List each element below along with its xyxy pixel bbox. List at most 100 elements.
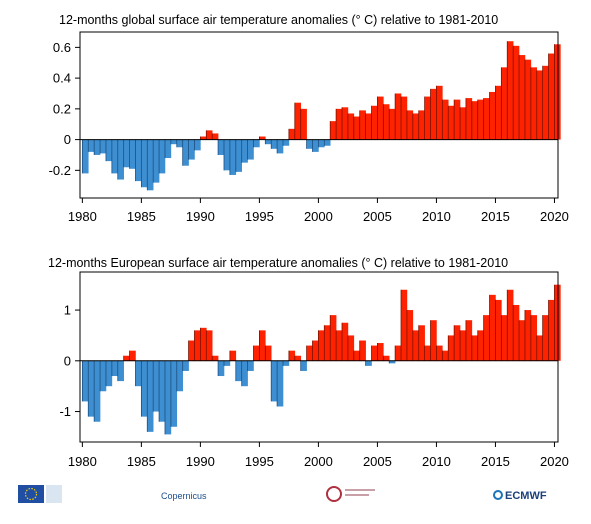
global-anomaly-bar bbox=[548, 53, 555, 140]
european-anomaly-bars bbox=[80, 284, 561, 435]
global-anomaly-bar bbox=[318, 139, 325, 148]
global-x-tick-label: 1985 bbox=[127, 209, 156, 224]
global-anomaly-bar bbox=[412, 113, 420, 140]
global-anomaly-bar bbox=[418, 110, 425, 140]
european-anomaly-bar bbox=[495, 299, 502, 361]
global-anomaly-bar bbox=[324, 139, 331, 146]
global-anomaly-bar bbox=[448, 105, 455, 140]
global-anomaly-bar bbox=[200, 136, 207, 140]
global-anomaly-bar bbox=[519, 55, 526, 140]
ecmwf-logo: ECMWF bbox=[493, 490, 547, 502]
global-anomaly-chart: 12-months global surface air temperature… bbox=[49, 13, 569, 224]
european-anomaly-bar bbox=[489, 294, 496, 361]
global-anomaly-bar bbox=[82, 139, 89, 174]
global-anomaly-bar bbox=[218, 139, 225, 155]
european-anomaly-bar bbox=[283, 360, 290, 366]
global-anomaly-bar bbox=[147, 139, 154, 191]
global-x-tick-label: 1995 bbox=[245, 209, 274, 224]
global-anomaly-bar bbox=[241, 139, 248, 163]
european-anomaly-bar bbox=[94, 360, 101, 422]
global-anomaly-bar bbox=[306, 139, 313, 149]
global-anomaly-bar bbox=[212, 133, 219, 140]
european-anomaly-bar bbox=[147, 360, 154, 432]
global-anomaly-bar bbox=[347, 113, 355, 140]
global-anomaly-bar bbox=[436, 85, 443, 140]
european-anomaly-bar bbox=[324, 325, 331, 361]
global-anomaly-bar bbox=[507, 41, 514, 140]
european-anomaly-bar bbox=[170, 360, 178, 427]
european-anomaly-bar bbox=[277, 360, 284, 407]
european-x-tick-label: 1995 bbox=[245, 454, 274, 469]
european-anomaly-bar bbox=[223, 360, 231, 366]
european-anomaly-bar bbox=[542, 315, 549, 361]
global-anomaly-bar bbox=[542, 65, 549, 140]
global-anomaly-bar bbox=[336, 108, 343, 140]
european-anomaly-bar bbox=[436, 345, 443, 361]
global-anomaly-bar bbox=[454, 99, 461, 140]
european-anomaly-chart: 12-months European surface air temperatu… bbox=[48, 256, 569, 469]
european-anomaly-bar bbox=[271, 360, 278, 402]
european-x-ticks: 1980 1985 1990 1995 2000 2005 2010 2015 2020 bbox=[68, 442, 569, 469]
global-anomaly-bar bbox=[135, 139, 142, 182]
european-anomaly-bar bbox=[418, 325, 425, 361]
european-anomaly-bar bbox=[288, 350, 296, 361]
global-anomaly-bar bbox=[359, 110, 366, 140]
european-anomaly-bar bbox=[100, 360, 107, 392]
european-x-tick-label: 2000 bbox=[304, 454, 333, 469]
european-anomaly-bar bbox=[548, 299, 555, 361]
global-anomaly-bar bbox=[300, 108, 307, 140]
european-anomaly-bar bbox=[401, 289, 408, 361]
european-anomaly-bar bbox=[342, 322, 349, 361]
european-anomaly-bar bbox=[471, 335, 479, 361]
global-anomaly-bar bbox=[229, 139, 237, 175]
global-anomaly-bar bbox=[430, 88, 437, 140]
european-anomaly-bar bbox=[389, 360, 396, 364]
global-anomaly-bar bbox=[536, 70, 543, 140]
copernicus-logo: Copernicus bbox=[161, 491, 207, 501]
european-anomaly-bar bbox=[424, 345, 431, 361]
european-anomaly-bar bbox=[383, 355, 390, 361]
c3s-logo bbox=[326, 486, 375, 502]
global-anomaly-bar bbox=[100, 139, 107, 154]
european-anomaly-bar bbox=[176, 360, 183, 392]
european-y-ticks: 1 0 -1 bbox=[59, 303, 80, 419]
global-x-tick-label: 2010 bbox=[422, 209, 451, 224]
global-x-tick-label: 2020 bbox=[540, 209, 569, 224]
european-anomaly-bar bbox=[412, 330, 420, 361]
global-anomaly-bar bbox=[283, 139, 290, 146]
global-y-ticks: 0.6 0.4 0.2 0 -0.2 bbox=[49, 40, 80, 178]
european-anomaly-bar bbox=[406, 310, 414, 361]
european-y-tick-label: 0 bbox=[64, 353, 71, 368]
european-anomaly-bar bbox=[465, 320, 473, 361]
global-anomaly-bar bbox=[353, 116, 361, 140]
european-anomaly-bar bbox=[365, 360, 372, 366]
european-y-tick-label: 1 bbox=[64, 303, 71, 318]
european-anomaly-bar bbox=[82, 360, 89, 402]
european-anomaly-bar bbox=[111, 360, 119, 377]
global-anomaly-bar bbox=[94, 139, 101, 155]
european-anomaly-bar bbox=[513, 304, 520, 361]
european-anomaly-bar bbox=[483, 315, 490, 361]
global-anomaly-bar bbox=[188, 139, 195, 160]
global-anomaly-bar bbox=[489, 91, 496, 140]
european-anomaly-bar bbox=[524, 310, 532, 361]
european-anomaly-bar bbox=[477, 330, 484, 361]
global-anomaly-bar bbox=[495, 85, 502, 140]
eu-flag-icon bbox=[18, 485, 44, 503]
global-anomaly-bar bbox=[513, 45, 520, 140]
european-anomaly-bar bbox=[442, 350, 449, 361]
european-anomaly-bar bbox=[218, 360, 225, 377]
european-x-tick-label: 2020 bbox=[540, 454, 569, 469]
european-anomaly-bar bbox=[123, 355, 130, 361]
european-anomaly-bar bbox=[129, 350, 136, 361]
european-x-tick-label: 1985 bbox=[127, 454, 156, 469]
global-y-tick-label: 0.4 bbox=[53, 71, 71, 86]
global-anomaly-bar bbox=[294, 102, 301, 140]
global-anomaly-bar bbox=[406, 110, 414, 140]
european-anomaly-bar bbox=[235, 360, 242, 382]
european-x-tick-label: 2005 bbox=[363, 454, 392, 469]
global-y-tick-label: 0 bbox=[64, 132, 71, 147]
global-anomaly-bar bbox=[371, 105, 378, 140]
global-anomaly-bar bbox=[277, 139, 284, 154]
